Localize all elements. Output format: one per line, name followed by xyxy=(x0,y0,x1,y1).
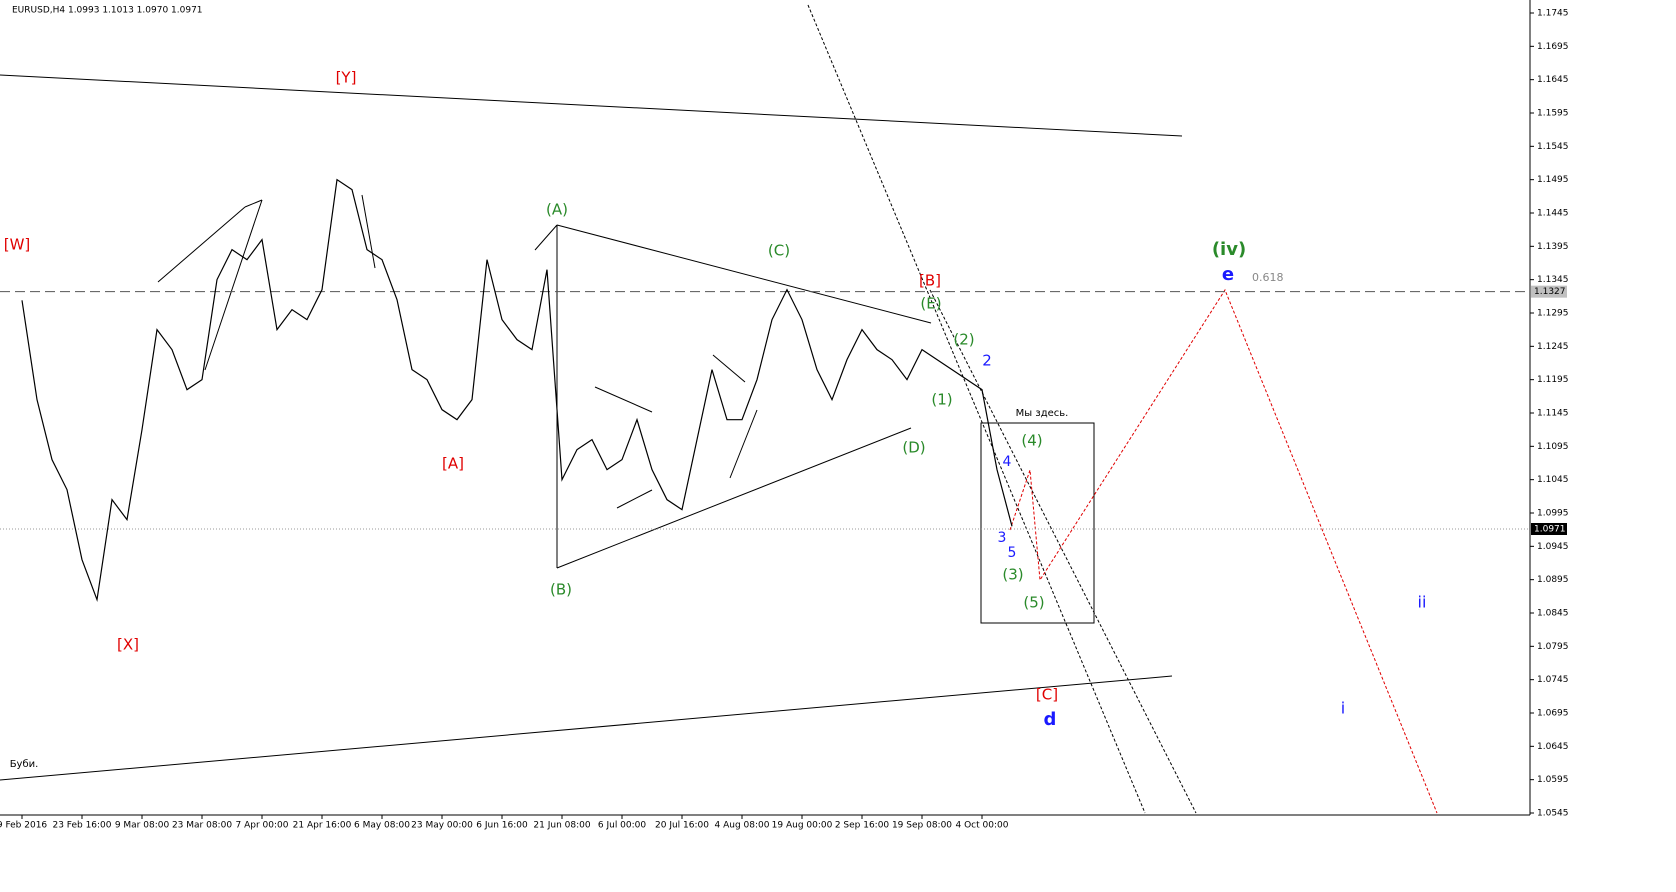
wave-label: 3 xyxy=(998,530,1007,546)
x-tick-label: 4 Aug 08:00 xyxy=(715,821,770,831)
wave-label: (A) xyxy=(546,201,568,219)
x-tick-label: 2 Sep 16:00 xyxy=(835,821,890,831)
y-tick-label: 1.0545 xyxy=(1537,809,1569,819)
x-tick-label: 23 May 00:00 xyxy=(411,821,473,831)
y-tick-label: 1.1545 xyxy=(1537,142,1569,152)
y-tick-label: 1.1145 xyxy=(1537,409,1569,419)
wave-label: (D) xyxy=(902,439,925,457)
price-tag-label: 1.1327 xyxy=(1534,287,1566,297)
y-tick-label: 1.0895 xyxy=(1537,575,1569,585)
wave-label: (2) xyxy=(953,331,974,349)
wave-label: Мы здесь. xyxy=(1016,408,1069,419)
dotted-channel xyxy=(807,4,1146,814)
wave-label: (B) xyxy=(550,581,572,599)
y-tick-label: 1.1195 xyxy=(1537,375,1569,385)
y-tick-label: 1.0995 xyxy=(1537,509,1569,519)
x-tick-label: 6 Jun 16:00 xyxy=(476,821,528,831)
trendline xyxy=(361,194,376,269)
wave-label: [A] xyxy=(442,455,464,473)
x-tick-label: 6 May 08:00 xyxy=(354,821,410,831)
y-tick-label: 1.0845 xyxy=(1537,609,1569,619)
price-tag-label: 1.0971 xyxy=(1534,525,1566,535)
y-tick-label: 1.0695 xyxy=(1537,709,1569,719)
y-tick-label: 1.1445 xyxy=(1537,209,1569,219)
y-tick-label: 1.1345 xyxy=(1537,275,1569,285)
x-tick-label: 20 Jul 16:00 xyxy=(655,821,709,831)
wave-label: (iv) xyxy=(1212,239,1246,260)
trendline xyxy=(204,199,263,371)
y-tick-label: 1.1495 xyxy=(1537,175,1569,185)
wave-label: 4 xyxy=(1003,454,1012,470)
wave-label: (C) xyxy=(768,242,790,260)
wave-label: 5 xyxy=(1008,545,1017,561)
wave-label: d xyxy=(1044,709,1057,730)
x-tick-label: 9 Feb 2016 xyxy=(0,821,47,831)
wave-label: Буби. xyxy=(10,759,39,770)
x-tick-label: 21 Jun 08:00 xyxy=(533,821,590,831)
trendline xyxy=(712,354,746,383)
y-tick-label: 1.1245 xyxy=(1537,342,1569,352)
trendline xyxy=(0,675,1173,781)
wave-label: (4) xyxy=(1021,432,1042,450)
x-tick-label: 19 Aug 00:00 xyxy=(772,821,833,831)
wave-label: i xyxy=(1341,699,1345,718)
wave-label: [X] xyxy=(117,636,139,654)
y-tick-label: 1.1045 xyxy=(1537,475,1569,485)
y-tick-label: 1.1745 xyxy=(1537,9,1569,19)
y-tick-label: 1.1695 xyxy=(1537,42,1569,52)
wave-label: e xyxy=(1222,264,1234,285)
x-tick-label: 4 Oct 00:00 xyxy=(956,821,1009,831)
wave-label: [B] xyxy=(919,272,941,290)
wave-label: ii xyxy=(1418,593,1427,612)
dotted-channel xyxy=(929,289,1197,814)
trendline xyxy=(594,386,653,413)
y-tick-label: 1.0945 xyxy=(1537,542,1569,552)
wave-label: (3) xyxy=(1002,566,1023,584)
x-tick-label: 6 Jul 00:00 xyxy=(598,821,647,831)
wave-label: 2 xyxy=(982,352,992,370)
y-tick-label: 1.1395 xyxy=(1537,242,1569,252)
y-tick-label: 1.1295 xyxy=(1537,309,1569,319)
chart-title: EURUSD,H4 1.0993 1.1013 1.0970 1.0971 xyxy=(12,6,203,16)
y-tick-label: 1.0795 xyxy=(1537,642,1569,652)
y-tick-label: 1.0745 xyxy=(1537,675,1569,685)
price-tag xyxy=(1531,285,1567,298)
price-tag xyxy=(1531,523,1567,535)
trendline xyxy=(244,199,263,208)
trendline xyxy=(616,489,653,509)
trendline xyxy=(556,427,912,569)
x-tick-label: 23 Mar 08:00 xyxy=(172,821,232,831)
target-box xyxy=(980,422,1095,624)
forecast-path xyxy=(1009,288,1438,814)
wave-label: (5) xyxy=(1023,594,1044,612)
x-tick-label: 21 Apr 16:00 xyxy=(293,821,352,831)
x-tick-label: 9 Mar 08:00 xyxy=(115,821,170,831)
wave-label: [Y] xyxy=(336,69,357,87)
wave-label: (E) xyxy=(920,295,941,313)
y-tick-label: 1.0645 xyxy=(1537,742,1569,752)
y-tick-label: 1.0595 xyxy=(1537,775,1569,785)
trendline xyxy=(534,224,558,251)
y-tick-label: 1.1595 xyxy=(1537,109,1569,119)
trendline xyxy=(556,224,932,324)
trendline xyxy=(729,409,758,479)
trendline xyxy=(157,206,246,283)
price-line xyxy=(21,178,1013,603)
trendline xyxy=(0,74,1183,137)
y-tick-label: 1.1095 xyxy=(1537,442,1569,452)
wave-label: 0.618 xyxy=(1252,271,1284,284)
x-tick-label: 7 Apr 00:00 xyxy=(236,821,289,831)
wave-label: (1) xyxy=(931,391,952,409)
wave-label: [C] xyxy=(1036,686,1058,704)
y-tick-label: 1.1645 xyxy=(1537,75,1569,85)
trendlines xyxy=(0,4,1438,814)
x-tick-label: 19 Sep 08:00 xyxy=(892,821,952,831)
wave-label: [W] xyxy=(4,236,31,254)
x-tick-label: 23 Feb 16:00 xyxy=(52,821,111,831)
